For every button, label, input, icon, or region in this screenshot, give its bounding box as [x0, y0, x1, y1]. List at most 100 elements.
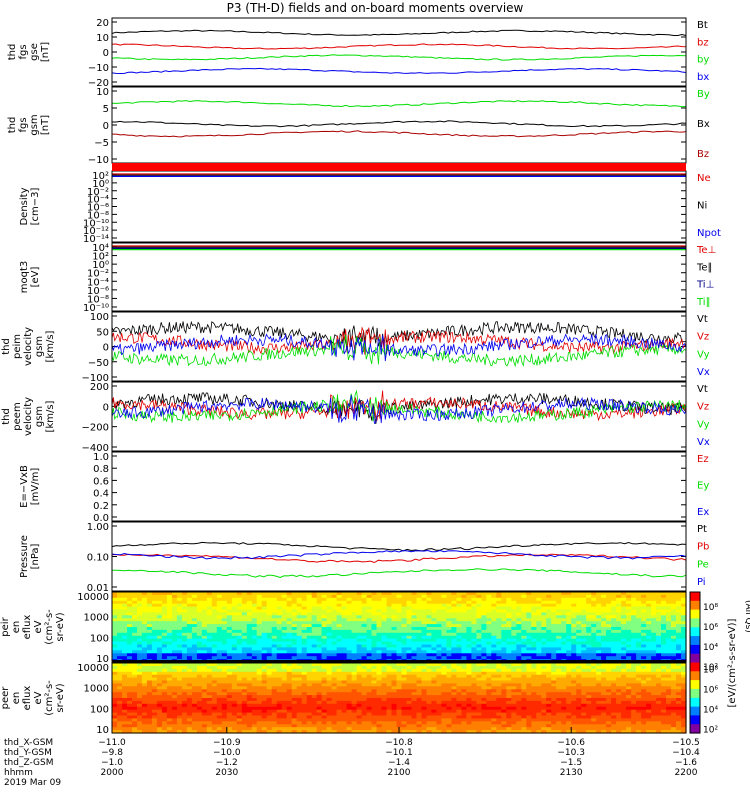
heatmap-cell: [581, 674, 587, 679]
heatmap-cell: [137, 624, 143, 628]
legend-Ni: Ni: [697, 201, 707, 212]
heatmap-cell: [616, 663, 622, 667]
heatmap-cell: [241, 632, 248, 637]
heatmap-cell: [606, 647, 612, 651]
heatmap-cell: [231, 597, 238, 602]
heatmap-cell: [241, 592, 248, 596]
heatmap-cell: [506, 703, 512, 708]
series-line-bz: [111, 43, 687, 50]
heatmap-cell: [206, 600, 213, 605]
heatmap-cell: [122, 627, 128, 631]
heatmap-cell: [451, 606, 457, 611]
heatmap-cell: [621, 677, 627, 682]
heatmap-cell: [461, 663, 467, 667]
heatmap-cell: [641, 600, 647, 605]
heatmap-cell: [551, 603, 557, 608]
heatmap-cell: [341, 618, 348, 622]
heatmap-cell: [656, 680, 662, 684]
heatmap-cell: [406, 680, 413, 684]
heatmap-cell: [141, 692, 148, 696]
heatmap-cell: [286, 632, 293, 637]
heatmap-cell: [426, 635, 433, 640]
heatmap-cell: [411, 680, 418, 684]
heatmap-cell: [226, 621, 233, 625]
heatmap-cell: [436, 606, 442, 611]
heatmap-cell: [616, 618, 622, 622]
heatmap-cell: [681, 600, 687, 605]
heatmap-cell: [296, 700, 303, 705]
heatmap-cell: [171, 641, 178, 646]
ytick-label: 1000: [84, 613, 109, 624]
heatmap-cell: [151, 668, 158, 673]
heatmap-cell: [461, 680, 467, 684]
heatmap-cell: [226, 606, 233, 611]
heatmap-cell: [511, 644, 517, 648]
heatmap-cell: [451, 653, 457, 657]
heatmap-cell: [441, 650, 447, 654]
heatmap-cell: [496, 603, 502, 608]
heatmap-cell: [346, 671, 353, 676]
heatmap-cell: [351, 689, 358, 693]
ylabel-line: en: [11, 621, 22, 634]
heatmap-cell: [137, 597, 143, 602]
heatmap-cell: [216, 692, 223, 696]
heatmap-cell: [366, 641, 373, 646]
heatmap-cell: [181, 609, 188, 613]
legend-Vt: Vt: [697, 314, 708, 325]
heatmap-cell: [421, 683, 428, 687]
heatmap-cell: [616, 647, 622, 651]
heatmap-cell: [641, 689, 647, 693]
heatmap-cell: [606, 641, 612, 646]
heatmap-cell: [656, 683, 662, 687]
heatmap-cell: [401, 698, 408, 702]
heatmap-cell: [211, 603, 218, 608]
heatmap-cell: [296, 650, 303, 654]
heatmap-cell: [196, 683, 203, 687]
heatmap-cell: [311, 698, 318, 702]
heatmap-cell: [491, 671, 497, 676]
heatmap-cell: [386, 686, 393, 690]
heatmap-cell: [586, 612, 592, 616]
heatmap-cell: [406, 683, 413, 687]
heatmap-cell: [151, 692, 158, 696]
heatmap-cell: [166, 606, 173, 611]
heatmap-cell: [416, 641, 423, 646]
heatmap-cell: [661, 656, 667, 660]
heatmap-cell: [122, 677, 128, 682]
heatmap-cell: [181, 644, 188, 648]
heatmap-cell: [641, 650, 647, 654]
heatmap-cell: [331, 603, 338, 608]
heatmap-cell: [386, 680, 393, 684]
heatmap-cell: [601, 635, 607, 640]
heatmap-cell: [601, 638, 607, 643]
heatmap-cell: [251, 592, 258, 596]
heatmap-cell: [191, 647, 198, 651]
heatmap-cell: [306, 695, 313, 699]
ylabel-line: fgs: [18, 44, 29, 59]
heatmap-cell: [646, 695, 652, 699]
heatmap-cell: [506, 698, 512, 702]
heatmap-cell: [211, 656, 218, 660]
heatmap-cell: [146, 615, 153, 619]
heatmap-cell: [231, 644, 238, 648]
heatmap-cell: [481, 650, 487, 654]
heatmap-cell: [461, 606, 467, 611]
heatmap-cell: [361, 653, 368, 657]
heatmap-cell: [681, 668, 687, 673]
heatmap-cell: [181, 612, 188, 616]
heatmap-cell: [311, 677, 318, 682]
heatmap-cell: [526, 627, 532, 631]
heatmap-cell: [601, 647, 607, 651]
heatmap-cell: [241, 671, 248, 676]
heatmap-cell: [216, 668, 223, 673]
heatmap-cell: [431, 612, 437, 616]
heatmap-cell: [401, 689, 408, 693]
heatmap-cell: [486, 597, 492, 602]
heatmap-cell: [601, 668, 607, 673]
heatmap-cell: [171, 689, 178, 693]
heatmap-cell: [581, 653, 587, 657]
heatmap-cell: [536, 695, 542, 699]
heatmap-cell: [631, 695, 637, 699]
heatmap-cell: [266, 624, 273, 628]
heatmap-cell: [196, 632, 203, 637]
